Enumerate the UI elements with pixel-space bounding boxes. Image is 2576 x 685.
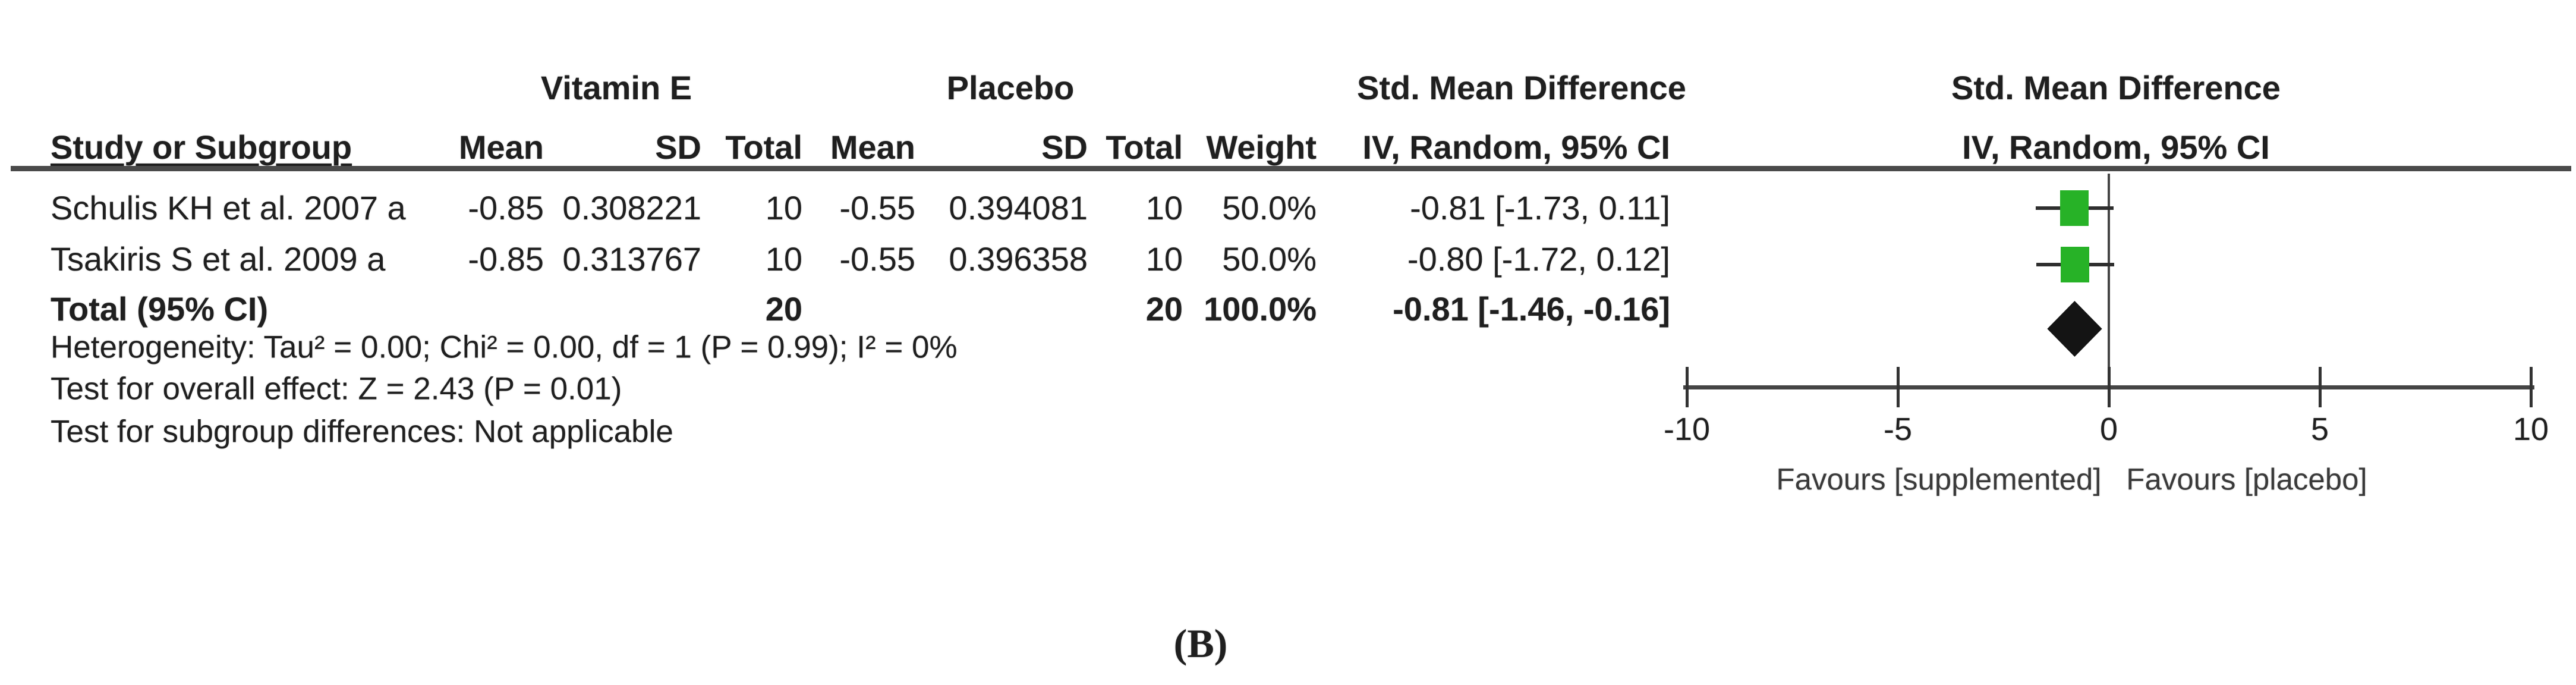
axis-tick-label: 5 [2310,411,2329,447]
table-cell: 10 [1145,240,1183,278]
col-header-total-vitamin-e: Total [725,128,802,166]
col-header-sd-vitamin-e: SD [655,128,701,166]
table-cell-ci: -0.80 [-1.72, 0.12] [1407,240,1670,278]
table-cell: 50.0% [1222,240,1317,278]
header-rule [11,166,2571,171]
col-header-total-placebo: Total [1106,128,1183,166]
favours-right-label: Favours [placebo] [2126,462,2367,497]
total-row-cell: 100.0% [1204,290,1317,328]
table-cell: 50.0% [1222,189,1317,227]
table-cell-ci: -0.81 [-1.73, 0.11] [1410,189,1670,227]
axis-tick [2108,367,2111,407]
group-header-smd-table: Std. Mean Difference [1357,69,1686,106]
total-row-label: Total (95% CI) [51,290,269,328]
table-cell: -0.55 [839,189,915,227]
axis-tick [1686,367,1689,407]
subgroup-differences-note: Test for subgroup differences: Not appli… [51,414,673,450]
panel-label-b: (B) [1173,621,1228,666]
table-cell: 10 [765,189,802,227]
table-cell: 0.394081 [949,189,1088,227]
table-cell: -0.85 [468,189,544,227]
axis-tick-label: 10 [2512,411,2549,447]
axis-tick [2530,367,2533,407]
table-cell: 0.313767 [562,240,701,278]
study-point-estimate-square [2060,190,2089,226]
table-cell: 10 [765,240,802,278]
group-header-placebo: Placebo [946,69,1075,106]
overall-effect-note: Test for overall effect: Z = 2.43 (P = 0… [51,371,622,407]
plot-header-smd: Std. Mean Difference [1951,69,2281,106]
axis-tick [1897,367,1900,407]
table-row-study-name: Schulis KH et al. 2007 a [51,189,406,227]
heterogeneity-note: Heterogeneity: Tau² = 0.00; Chi² = 0.00,… [51,329,958,365]
total-row-cell: 20 [1145,290,1183,328]
axis-tick-label: 0 [2099,411,2118,447]
axis-tick [2319,367,2322,407]
col-header-weight: Weight [1206,128,1317,166]
col-header-mean-vitamin-e: Mean [458,128,544,166]
total-row-cell-ci: -0.81 [-1.46, -0.16] [1393,290,1670,328]
col-header-sd-placebo: SD [1041,128,1088,166]
group-header-vitamin-e: Vitamin E [540,69,692,106]
zero-reference-line [2108,174,2110,387]
col-header-mean-placebo: Mean [830,128,915,166]
axis-tick-label: -5 [1883,411,1913,447]
table-row-study-name: Tsakiris S et al. 2009 a [51,240,386,278]
table-cell: 10 [1145,189,1183,227]
axis-tick-label: -10 [1663,411,1711,447]
col-header-study: Study or Subgroup [51,128,352,166]
study-point-estimate-square [2061,247,2090,282]
table-cell: 0.308221 [562,189,701,227]
table-cell: -0.85 [468,240,544,278]
table-cell: -0.55 [839,240,915,278]
plot-header-iv-random-ci: IV, Random, 95% CI [1962,128,2270,166]
pooled-effect-diamond [2047,301,2102,357]
total-row-cell: 20 [765,290,802,328]
col-header-iv-random-ci: IV, Random, 95% CI [1362,128,1670,166]
table-cell: 0.396358 [949,240,1088,278]
favours-left-label: Favours [supplemented] [1776,462,2102,497]
